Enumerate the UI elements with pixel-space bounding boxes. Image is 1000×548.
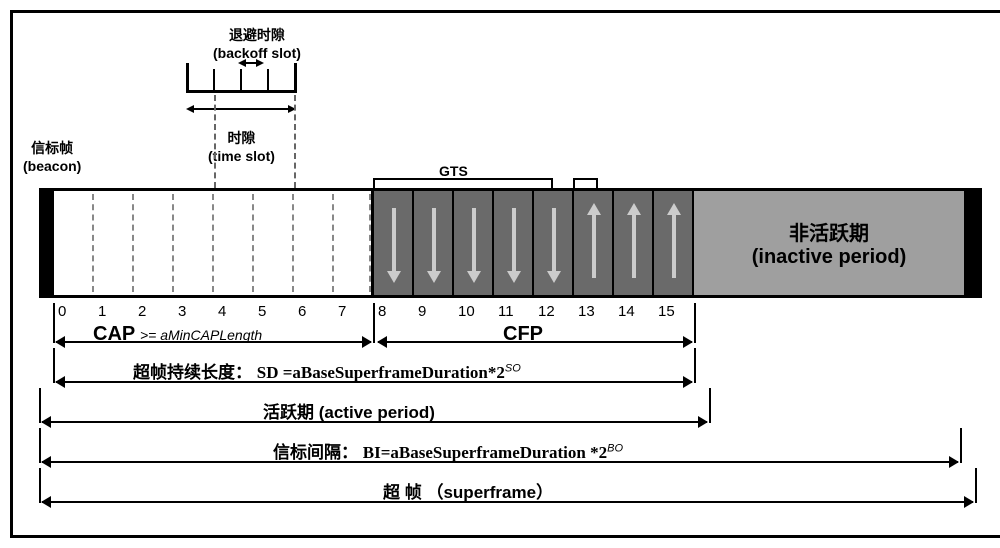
num-3: 3 bbox=[174, 303, 214, 320]
beacon-cn: 信标帧 bbox=[23, 138, 81, 158]
cfp-slot-10 bbox=[454, 188, 494, 298]
dash-left bbox=[214, 95, 216, 188]
cfp-slot-11 bbox=[494, 188, 534, 298]
num-15: 15 bbox=[654, 303, 694, 320]
gts-bracket-2 bbox=[573, 178, 598, 188]
cap-slot-1 bbox=[94, 188, 134, 298]
superframe-diagram: 退避时隙 (backoff slot) 时隙 (time slot) 信标帧 (… bbox=[10, 10, 1000, 538]
num-14: 14 bbox=[614, 303, 654, 320]
cap-slot-6 bbox=[294, 188, 334, 298]
num-4: 4 bbox=[214, 303, 254, 320]
cap-end-r bbox=[373, 303, 375, 343]
beacon-en: (beacon) bbox=[23, 158, 81, 174]
cap-label: CAP >= aMinCAPLength bbox=[93, 323, 262, 346]
cfp-slot-13 bbox=[574, 188, 614, 298]
num-0: 0 bbox=[54, 303, 94, 320]
num-6: 6 bbox=[294, 303, 334, 320]
num-13: 13 bbox=[574, 303, 614, 320]
active-label: 活跃期 (active period) bbox=[263, 398, 435, 423]
cfp-slot-9 bbox=[414, 188, 454, 298]
num-12: 12 bbox=[534, 303, 574, 320]
inactive-period: 非活跃期 (inactive period) bbox=[694, 188, 967, 298]
cfp-end-r bbox=[694, 303, 696, 343]
backoff-bracket bbox=[186, 63, 296, 111]
cap-slot-0 bbox=[54, 188, 94, 298]
timeslot-label: 时隙 (time slot) bbox=[208, 128, 275, 164]
num-5: 5 bbox=[254, 303, 294, 320]
inactive-cn: 非活跃期 bbox=[789, 217, 869, 246]
timeslot-small-arrow bbox=[186, 101, 296, 119]
beacon-label: 信标帧 (beacon) bbox=[23, 138, 81, 174]
active-end-r bbox=[709, 388, 711, 423]
beacon-start bbox=[39, 188, 54, 298]
cap-slot-2 bbox=[134, 188, 174, 298]
cfp-slot-8 bbox=[374, 188, 414, 298]
cap-slot-4 bbox=[214, 188, 254, 298]
cap-slot-5 bbox=[254, 188, 294, 298]
cap-slot-7 bbox=[334, 188, 374, 298]
cfp-slot-12 bbox=[534, 188, 574, 298]
num-10: 10 bbox=[454, 303, 494, 320]
beacon-end bbox=[967, 188, 982, 298]
cfp-slot-15 bbox=[654, 188, 694, 298]
cfp-label: CFP bbox=[503, 323, 543, 346]
gts-label: GTS bbox=[439, 163, 468, 179]
sd-end-r bbox=[694, 348, 696, 383]
backoff-cn: 退避时隙 bbox=[213, 25, 301, 45]
num-2: 2 bbox=[134, 303, 174, 320]
num-1: 1 bbox=[94, 303, 134, 320]
gts-bracket-1 bbox=[373, 178, 553, 188]
num-9: 9 bbox=[414, 303, 454, 320]
timeslot-en: (time slot) bbox=[208, 148, 275, 164]
num-7: 7 bbox=[334, 303, 374, 320]
num-8: 8 bbox=[374, 303, 414, 320]
inactive-en: (inactive period) bbox=[752, 246, 906, 269]
dash-right bbox=[294, 95, 296, 188]
sd-label: 超帧持续长度： SD =aBaseSuperframeDuration*2SO bbox=[133, 358, 521, 383]
superframe-label: 超 帧 （superframe） bbox=[383, 478, 553, 503]
timeslot-cn: 时隙 bbox=[208, 128, 275, 148]
bi-label: 信标间隔： BI=aBaseSuperframeDuration *2BO bbox=[273, 438, 623, 463]
num-11: 11 bbox=[494, 303, 534, 320]
sf-end-r bbox=[975, 468, 977, 503]
bi-end-r bbox=[960, 428, 962, 463]
cap-slot-3 bbox=[174, 188, 214, 298]
timeline: 非活跃期 (inactive period) bbox=[39, 188, 982, 298]
cfp-slot-14 bbox=[614, 188, 654, 298]
